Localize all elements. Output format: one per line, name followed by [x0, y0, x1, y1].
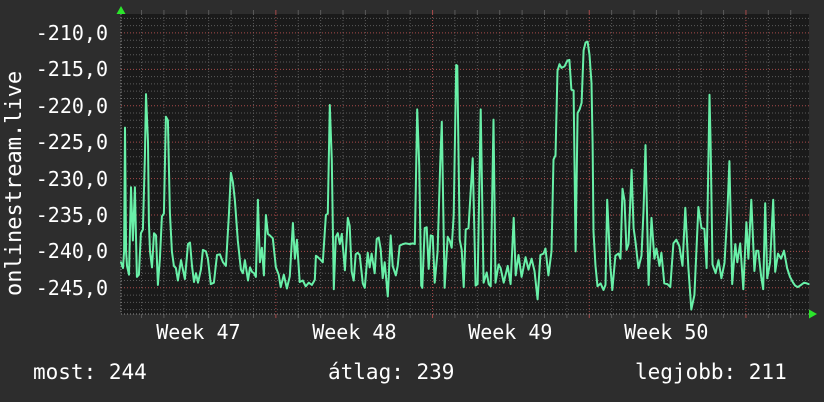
y-axis-tick-label: -245,0: [35, 275, 108, 300]
stat-average: átlag: 239: [328, 360, 455, 384]
y-axis-tick-label: -210,0: [35, 20, 108, 45]
y-axis-tick-label: -240,0: [35, 239, 108, 264]
stat-best: legjobb: 211: [635, 360, 787, 384]
x-axis-week-label: Week 47: [156, 320, 241, 344]
y-axis-arrow-icon: [116, 6, 126, 14]
x-axis-week-label: Week 48: [312, 320, 397, 344]
y-axis-tick-label: -225,0: [35, 130, 108, 155]
y-axis-tick-label: -220,0: [35, 93, 108, 118]
y-axis-tick-label: -230,0: [35, 166, 108, 191]
y-axis-tick-label: -235,0: [35, 202, 108, 227]
x-axis-arrow-icon: [809, 309, 817, 319]
x-axis-week-label: Week 49: [468, 320, 553, 344]
x-axis-week-label: Week 50: [624, 320, 709, 344]
series-line: [120, 40, 810, 311]
y-axis-tick-label: -215,0: [35, 57, 108, 82]
stat-most: most: 244: [33, 360, 147, 384]
